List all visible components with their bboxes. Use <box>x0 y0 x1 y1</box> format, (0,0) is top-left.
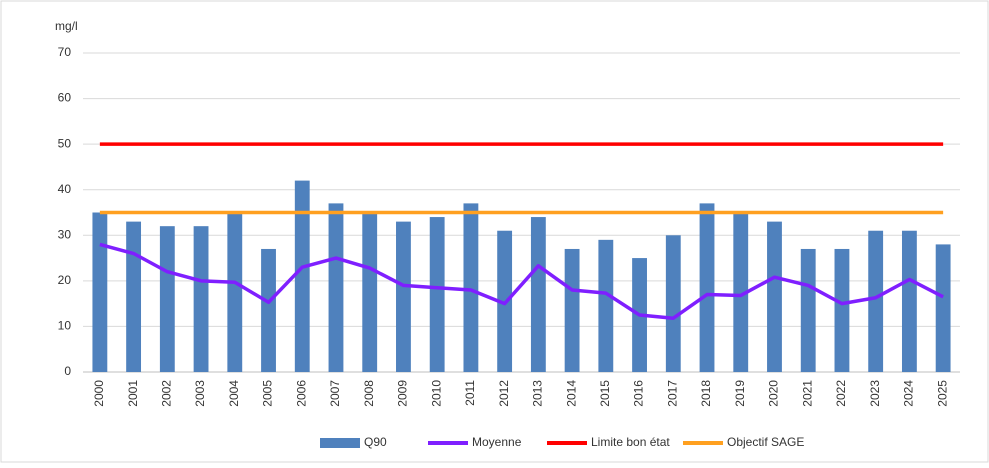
x-tick-label: 2011 <box>463 380 477 406</box>
bar <box>193 226 209 372</box>
bar <box>665 235 681 372</box>
bar <box>935 244 951 372</box>
bar <box>429 217 445 372</box>
y-tick-label: 40 <box>58 182 72 196</box>
x-tick-label: 2020 <box>767 380 781 407</box>
y-tick-label: 50 <box>58 136 72 150</box>
x-tick-label: 2010 <box>429 380 443 407</box>
y-tick-label: 20 <box>58 273 72 287</box>
bar <box>261 248 276 372</box>
bar <box>868 230 884 372</box>
bar <box>598 239 614 372</box>
x-tick-label: 2022 <box>834 380 848 407</box>
legend-swatch <box>320 438 360 448</box>
x-tick-label: 2002 <box>159 380 173 407</box>
x-tick-label: 2024 <box>902 380 916 407</box>
y-tick-label: 30 <box>58 227 72 241</box>
legend-label: Q90 <box>364 435 387 449</box>
bar <box>767 221 782 372</box>
legend-label: Moyenne <box>472 435 522 449</box>
bar <box>294 180 310 372</box>
x-tick-label: 2007 <box>328 380 342 407</box>
x-tick-label: 2014 <box>564 380 578 407</box>
bar <box>92 212 108 372</box>
x-tick-label: 2017 <box>665 380 679 407</box>
bar <box>227 212 243 372</box>
x-tick-label: 2016 <box>632 380 646 407</box>
bar <box>159 226 175 372</box>
bar <box>463 203 479 372</box>
y-axis-label: mg/l <box>55 19 78 33</box>
bar <box>901 230 917 372</box>
y-tick-label: 60 <box>58 91 72 105</box>
bar <box>834 248 850 372</box>
y-tick-label: 70 <box>58 45 72 59</box>
bar <box>362 212 378 372</box>
bar <box>800 248 816 372</box>
bar <box>699 203 715 372</box>
legend-label: Objectif SAGE <box>727 435 804 449</box>
x-tick-label: 2013 <box>531 380 545 407</box>
line-series <box>99 242 944 320</box>
x-tick-label: 2006 <box>294 380 308 407</box>
legend-label: Limite bon état <box>591 435 670 449</box>
x-tick-label: 2004 <box>227 380 241 407</box>
x-tick-label: 2005 <box>261 380 275 407</box>
x-tick-label: 2025 <box>935 380 949 407</box>
x-tick-label: 2012 <box>497 380 511 407</box>
x-tick-label: 2001 <box>126 380 140 407</box>
x-tick-label: 2003 <box>193 380 207 407</box>
y-tick-label: 0 <box>64 364 71 378</box>
bar <box>126 221 142 372</box>
x-tick-label: 2021 <box>800 380 814 407</box>
x-tick-label: 2000 <box>92 380 106 407</box>
x-tick-label: 2023 <box>868 380 882 407</box>
bar <box>733 212 749 372</box>
y-tick-label: 10 <box>58 319 72 333</box>
bar <box>564 248 580 372</box>
x-tick-label: 2018 <box>699 380 713 407</box>
bar <box>328 203 344 372</box>
x-tick-label: 2008 <box>362 380 376 407</box>
x-tick-label: 2009 <box>396 380 410 407</box>
x-tick-label: 2015 <box>598 380 612 407</box>
x-tick-label: 2019 <box>733 380 747 407</box>
bar <box>530 217 546 372</box>
bar <box>396 221 411 372</box>
